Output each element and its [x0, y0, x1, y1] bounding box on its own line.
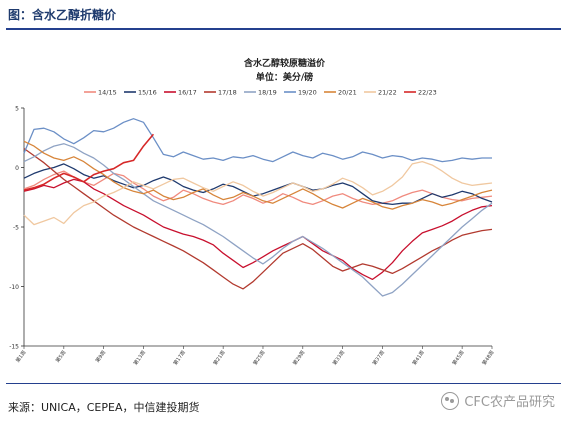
x-tick-label: 第17周 — [172, 349, 187, 366]
legend-label-19-20: 19/20 — [298, 89, 317, 97]
x-tick-label: 第9周 — [94, 349, 107, 364]
series-line-21-22 — [23, 160, 493, 226]
legend-label-18-19: 18/19 — [258, 89, 277, 97]
x-tick-label: 第33周 — [331, 349, 346, 366]
top-rule — [6, 28, 561, 30]
series-line-16-17 — [23, 178, 493, 281]
bottom-rule — [6, 383, 561, 384]
x-tick-label: 第13周 — [132, 349, 147, 366]
legend-label-20-21: 20/21 — [338, 89, 357, 97]
series-line-17-18 — [23, 147, 493, 290]
y-tick-label: -10 — [9, 284, 19, 291]
series-lines — [23, 118, 493, 297]
x-tick-label: 第45周 — [451, 349, 466, 366]
watermark: CFC农产品研究 — [441, 391, 555, 410]
series-line-19-20 — [23, 118, 492, 163]
y-tick-label: -15 — [9, 344, 19, 351]
chart-unit: 单位：美分/磅 — [255, 73, 314, 83]
chart-title: 含水乙醇较原糖溢价 — [243, 59, 325, 69]
series-line-14-15 — [23, 170, 493, 206]
series-line-18-19 — [23, 143, 493, 297]
y-tick-label: -5 — [13, 225, 19, 232]
y-tick-label: 5 — [15, 106, 19, 113]
x-tick-label: 第1周 — [14, 349, 27, 364]
figure-title: 图：含水乙醇折糖价 — [8, 8, 117, 22]
legend-label-15-16: 15/16 — [138, 89, 157, 97]
wechat-icon — [441, 391, 460, 410]
legend-label-17-18: 17/18 — [218, 89, 237, 97]
legend-label-16-17: 16/17 — [178, 89, 197, 97]
x-tick-label: 第41周 — [411, 349, 426, 366]
legend-label-22-23: 22/23 — [418, 89, 437, 97]
legend-label-21-22: 21/22 — [378, 89, 397, 97]
x-tick-label: 第5周 — [54, 349, 67, 364]
x-tick-label: 第25周 — [251, 349, 266, 366]
y-tick-label: 0 — [15, 165, 19, 172]
series-line-20-21 — [23, 140, 493, 210]
watermark-text: CFC农产品研究 — [464, 395, 555, 410]
x-tick-label: 第48周 — [481, 349, 496, 366]
legend: 14/15 15/16 16/17 17/18 18/19 19/20 20/21 21/22… — [84, 89, 437, 97]
line-chart: 14/15 15/16 16/17 17/18 18/19 19/20 20/21 21/22… — [9, 89, 495, 367]
x-tick-label: 第37周 — [371, 349, 386, 366]
x-tick-label: 第21周 — [212, 349, 227, 366]
x-tick-label: 第29周 — [291, 349, 306, 366]
legend-label-14-15: 14/15 — [98, 89, 117, 97]
source-note: 来源：UNICA，CEPEA，中信建投期货 — [8, 401, 200, 414]
series-line-22-23 — [23, 133, 155, 191]
